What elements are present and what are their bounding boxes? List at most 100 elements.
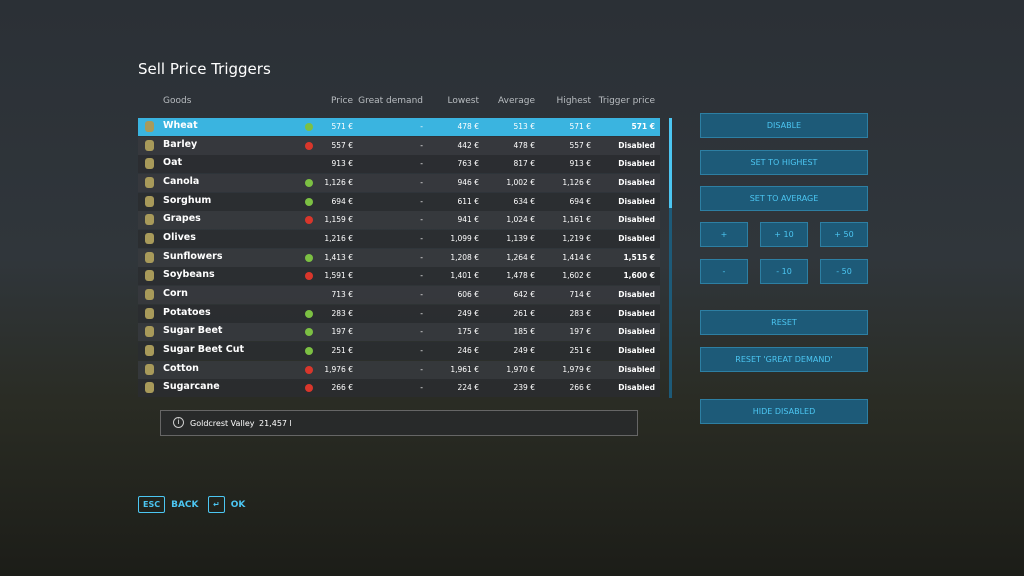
button[interactable]: - 10 <box>760 259 808 284</box>
good-name: Sugar Beet Cut <box>163 344 245 356</box>
button[interactable]: + 10 <box>760 222 808 247</box>
cell: 1,126 € <box>324 178 353 187</box>
cell: Disabled <box>618 178 655 187</box>
cell: 442 € <box>457 140 479 150</box>
info-box: i Goldcrest Valley 21,457 l <box>160 410 638 436</box>
table-row[interactable]: Grapes 1,159 € - 941 € 1,024 € 1,161 € Disable… <box>138 211 660 230</box>
cell: 1,126 € <box>562 178 591 187</box>
cell: 513 € <box>513 122 535 131</box>
trend-icon <box>305 216 313 225</box>
table-row[interactable]: Sugar Beet Cut 251 € - 246 € 249 € 251 € Disab… <box>138 342 660 361</box>
cell: Disabled <box>618 364 655 374</box>
cell: 571 € <box>331 122 353 131</box>
cell: Disabled <box>618 196 655 206</box>
cell: 557 € <box>331 140 353 150</box>
cell: - <box>420 122 423 131</box>
cell: - <box>420 271 423 281</box>
cell: 913 € <box>569 159 591 169</box>
cell: Disabled <box>618 140 655 150</box>
cell: 261 € <box>513 308 535 318</box>
cell: - <box>420 308 423 318</box>
table-row[interactable]: Sunflowers 1,413 € - 1,208 € 1,264 € 1,414 € 1… <box>138 248 660 267</box>
cell: 1,208 € <box>450 252 479 262</box>
table-row[interactable]: Corn 713 € - 606 € 642 € 714 € Disabled <box>138 286 660 305</box>
back-button[interactable]: ESC BACK <box>138 496 199 513</box>
button[interactable]: DISABLE <box>700 113 868 138</box>
cell: 1,414 € <box>562 252 591 262</box>
cell: - <box>420 290 423 300</box>
button[interactable]: - <box>700 259 748 284</box>
table-row[interactable]: Sugar Beet 197 € - 175 € 185 € 197 € Disabled <box>138 323 660 342</box>
cell: Disabled <box>618 308 655 318</box>
trend-icon <box>305 309 313 318</box>
key: ESC <box>138 496 166 513</box>
good-name: Wheat <box>163 120 198 131</box>
cell: - <box>420 327 423 337</box>
cell: 1,024 € <box>506 215 535 225</box>
cell: 251 € <box>331 346 353 356</box>
button[interactable]: RESET <box>700 310 868 335</box>
column-header: Trigger price <box>598 96 655 106</box>
column-header: Lowest <box>447 96 479 106</box>
good-icon <box>145 326 154 338</box>
button[interactable]: - 50 <box>820 259 868 284</box>
trend-icon <box>305 272 313 281</box>
button[interactable]: HIDE DISABLED <box>700 399 868 424</box>
cell: 1,515 € <box>623 252 655 262</box>
cell: 713 € <box>331 290 353 300</box>
table-row[interactable]: Potatoes 283 € - 249 € 261 € 283 € Disabled <box>138 304 660 323</box>
trend-icon <box>305 179 313 187</box>
good-name: Sugar Beet <box>163 325 223 337</box>
trend-icon <box>305 141 313 150</box>
table-row[interactable]: Soybeans 1,591 € - 1,401 € 1,478 € 1,602 € 1,6… <box>138 267 660 286</box>
cell: Disabled <box>618 327 655 337</box>
button[interactable]: + 50 <box>820 222 868 247</box>
good-icon <box>145 382 154 394</box>
trend-icon <box>305 253 313 262</box>
cell: 817 € <box>513 159 535 169</box>
cell: 1,970 € <box>506 364 535 374</box>
cell: 197 € <box>331 327 353 337</box>
good-icon <box>145 307 154 319</box>
trend-icon <box>305 123 313 131</box>
button[interactable]: SET TO AVERAGE <box>700 186 868 211</box>
farm-name: Goldcrest Valley <box>190 419 255 428</box>
table-row[interactable]: Sugarcane 266 € - 224 € 239 € 266 € Disabled <box>138 379 660 398</box>
table-row[interactable]: Olives 1,216 € - 1,099 € 1,139 € 1,219 € Disab… <box>138 230 660 249</box>
button[interactable]: + <box>700 222 748 247</box>
button[interactable]: RESET 'GREAT DEMAND' <box>700 347 868 372</box>
cell: - <box>420 178 423 187</box>
table-row[interactable]: Sorghum 694 € - 611 € 634 € 694 € Disabled <box>138 192 660 211</box>
cell: 246 € <box>457 346 479 356</box>
ok-button[interactable]: ↵ OK <box>208 496 245 513</box>
good-icon <box>145 233 154 245</box>
scrollbar[interactable] <box>669 118 672 398</box>
good-icon <box>145 251 154 263</box>
table-row[interactable]: Wheat 571 € - 478 € 513 € 571 € 571 € <box>138 118 660 136</box>
good-icon <box>145 158 154 170</box>
cell: 266 € <box>569 383 591 393</box>
table-row[interactable]: Barley 557 € - 442 € 478 € 557 € Disabled <box>138 136 660 155</box>
good-icon <box>145 139 154 151</box>
good-icon <box>145 289 154 301</box>
table-row[interactable]: Oat 913 € - 763 € 817 € 913 € Disabled <box>138 155 660 174</box>
cell: 1,219 € <box>562 234 591 244</box>
cell: 1,139 € <box>506 234 535 244</box>
cell: - <box>420 196 423 206</box>
cell: - <box>420 252 423 262</box>
cell: 913 € <box>331 159 353 169</box>
good-name: Potatoes <box>163 306 211 318</box>
trend-icon <box>305 384 313 393</box>
farm-amount: 21,457 l <box>259 419 292 428</box>
button[interactable]: SET TO HIGHEST <box>700 150 868 175</box>
title: Sell Price Triggers <box>138 60 271 78</box>
table-row[interactable]: Canola 1,126 € - 946 € 1,002 € 1,126 € Disable… <box>138 174 660 192</box>
cell: Disabled <box>618 290 655 300</box>
good-name: Cotton <box>163 362 199 374</box>
label: BACK <box>171 500 199 510</box>
trend-icon <box>305 197 313 206</box>
good-name: Grapes <box>163 213 201 225</box>
cell: 606 € <box>457 290 479 300</box>
table-row[interactable]: Cotton 1,976 € - 1,961 € 1,970 € 1,979 € Disab… <box>138 360 660 379</box>
cell: Disabled <box>618 346 655 356</box>
